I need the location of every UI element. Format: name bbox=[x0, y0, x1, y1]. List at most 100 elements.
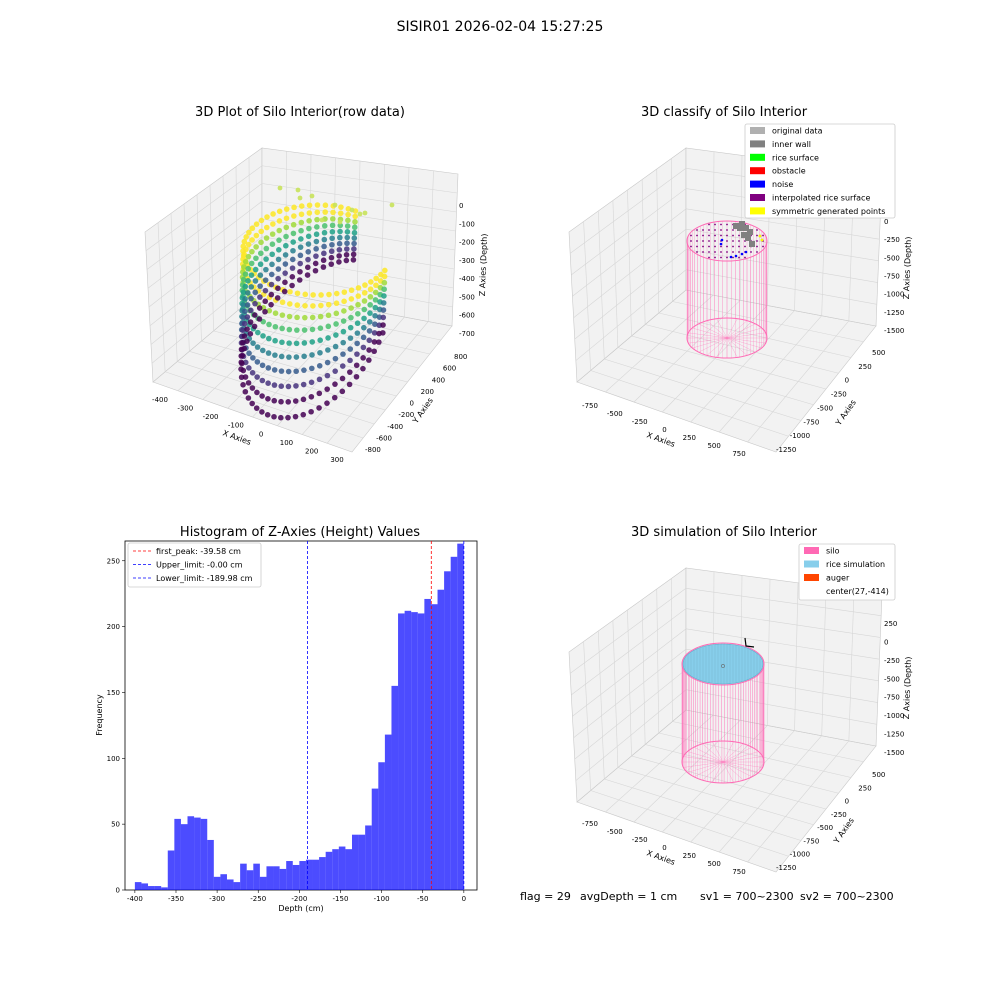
p1-point bbox=[351, 246, 357, 252]
p2-interp-point bbox=[714, 240, 716, 242]
p1-z-label: Z Axies (Depth) bbox=[478, 233, 489, 296]
p1-point bbox=[350, 257, 357, 263]
p2-z-tick-label: -500 bbox=[884, 254, 900, 262]
p1-point bbox=[245, 241, 252, 248]
p1-point bbox=[278, 398, 284, 405]
p2-interp-point bbox=[762, 234, 764, 237]
p2-interp-point bbox=[762, 245, 764, 248]
p1-point bbox=[339, 363, 346, 369]
p1-point bbox=[302, 291, 309, 298]
hist-y-tick-label: 250 bbox=[107, 557, 120, 565]
p2-silo-spoke bbox=[706, 337, 728, 356]
p1-point bbox=[292, 413, 299, 420]
p1-pane-2 bbox=[261, 147, 459, 327]
p1-point bbox=[380, 322, 386, 328]
p1-point bbox=[271, 382, 278, 388]
p4-z-tick-label: -1250 bbox=[884, 731, 904, 739]
p4-silo-spoke bbox=[687, 761, 724, 773]
p2-interp-point bbox=[696, 251, 698, 253]
p1-point bbox=[249, 370, 256, 376]
p1-grid-x bbox=[326, 321, 429, 444]
p1-point bbox=[339, 388, 346, 395]
p2-interp-point bbox=[696, 234, 698, 237]
p2-sym-point bbox=[760, 238, 764, 242]
p1-point bbox=[330, 209, 336, 216]
hist-bar bbox=[273, 866, 280, 890]
p1-point bbox=[309, 365, 315, 372]
p1-point bbox=[241, 345, 248, 352]
p1-point bbox=[290, 221, 297, 228]
p1-point bbox=[239, 352, 246, 359]
p1-point bbox=[283, 233, 289, 240]
p1-point bbox=[257, 261, 264, 268]
p1-point bbox=[348, 287, 355, 294]
p2-interp-point bbox=[702, 229, 704, 231]
p1-point bbox=[250, 355, 256, 361]
p1-point bbox=[276, 208, 283, 215]
p1-point bbox=[330, 216, 336, 222]
p1-point bbox=[285, 368, 292, 375]
p1-point bbox=[286, 301, 293, 307]
hist-bar bbox=[200, 818, 208, 890]
p1-point bbox=[241, 264, 247, 270]
p2-wall-point bbox=[739, 221, 745, 227]
p1-point bbox=[324, 400, 330, 406]
p1-point bbox=[350, 251, 357, 258]
p1-x-label: X Axies bbox=[221, 428, 252, 447]
p1-point bbox=[308, 408, 314, 415]
p1-point bbox=[366, 319, 373, 325]
p1-point bbox=[308, 379, 315, 386]
p1-point bbox=[300, 411, 307, 418]
p2-silo-spoke bbox=[726, 323, 756, 339]
p2-interp-point bbox=[756, 229, 758, 231]
p1-point bbox=[354, 330, 361, 336]
p1-point bbox=[360, 365, 366, 372]
p4-silo-spoke bbox=[693, 761, 724, 778]
p1-point bbox=[265, 365, 272, 371]
p1-point bbox=[325, 335, 331, 341]
p4-x-tick-label: 500 bbox=[707, 860, 720, 868]
p1-point bbox=[309, 193, 315, 199]
p2-grid-y bbox=[658, 312, 852, 358]
hist-bar bbox=[457, 543, 464, 890]
p2-grid-z bbox=[575, 269, 687, 361]
p1-point bbox=[312, 260, 319, 267]
p2-interp-point bbox=[708, 245, 710, 248]
p1-point bbox=[286, 340, 292, 346]
p1-point bbox=[355, 310, 361, 317]
panel-simulation-3d: 3D simulation of Silo Interior -750-500-… bbox=[568, 525, 913, 876]
hist-bar bbox=[207, 839, 214, 890]
hist-x-tick-label: 0 bbox=[462, 895, 466, 903]
p1-point bbox=[353, 373, 360, 380]
hist-bar bbox=[187, 816, 195, 890]
p2-silo-spoke bbox=[726, 337, 748, 356]
p2-grid-z bbox=[572, 208, 687, 297]
hist-bar bbox=[148, 886, 155, 890]
p1-y-tick-label: 600 bbox=[443, 365, 456, 373]
p1-point bbox=[295, 187, 301, 193]
p1-point bbox=[283, 206, 290, 212]
p1-point bbox=[321, 223, 328, 229]
p1-point bbox=[268, 271, 275, 278]
p1-point bbox=[367, 302, 373, 308]
p1-point bbox=[272, 310, 279, 316]
status-sv2: sv2 = 700~2300 bbox=[800, 890, 894, 903]
p1-point bbox=[296, 277, 303, 283]
p1-grid-y bbox=[189, 351, 386, 411]
p1-point bbox=[241, 251, 247, 258]
p1-point bbox=[238, 374, 245, 381]
p1-point bbox=[264, 214, 270, 220]
panel-raw-3d: 3D Plot of Silo Interior(row data) -400-… bbox=[144, 105, 489, 464]
p4-grid-y bbox=[583, 641, 591, 791]
p2-legend-label: rice surface bbox=[772, 153, 819, 162]
p1-point bbox=[297, 260, 303, 267]
p2-interp-point bbox=[714, 229, 716, 231]
p1-point bbox=[362, 210, 368, 216]
hist-y-tick-label: 100 bbox=[107, 755, 120, 763]
p2-interp-point bbox=[726, 229, 728, 231]
p1-point bbox=[246, 365, 252, 371]
p1-point bbox=[289, 274, 296, 280]
status-avg-depth: avgDepth = 1 cm bbox=[580, 890, 677, 903]
p1-point bbox=[278, 353, 285, 360]
p2-interp-point bbox=[720, 251, 722, 253]
